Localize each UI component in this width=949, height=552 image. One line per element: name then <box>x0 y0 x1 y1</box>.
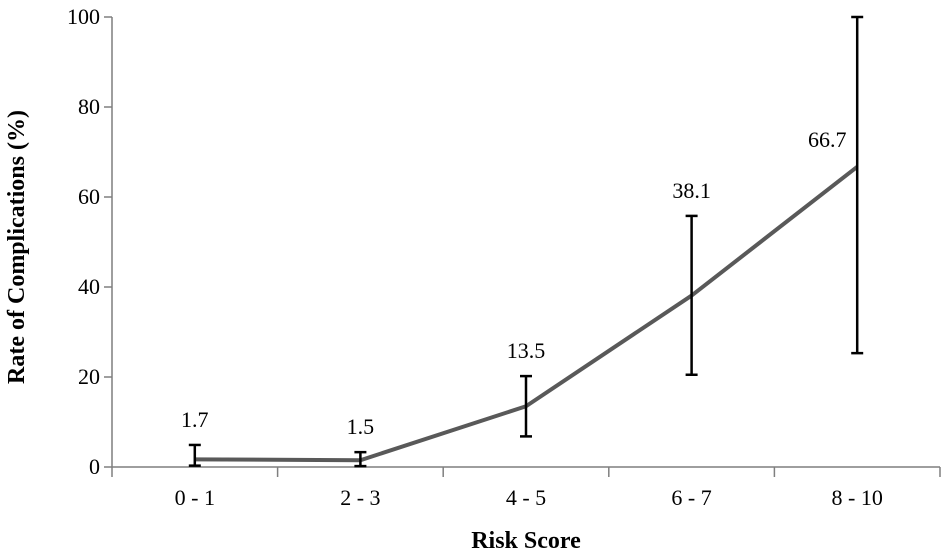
y-ticks: 0 20 40 60 80 100 <box>67 4 112 479</box>
error-bar <box>851 15 864 355</box>
y-tick-label: 20 <box>78 364 100 389</box>
error-bar <box>354 450 367 468</box>
x-tick-label: 4 - 5 <box>506 485 546 510</box>
error-bar <box>685 214 698 376</box>
x-axis-title: Risk Score <box>471 528 581 552</box>
x-tick-label: 6 - 7 <box>671 485 711 510</box>
x-tick-label: 2 - 3 <box>340 485 380 510</box>
y-tick-label: 0 <box>89 454 100 479</box>
y-tick-label: 80 <box>78 94 100 119</box>
y-axis-title: Rate of Complications (%) <box>4 110 30 384</box>
y-tick-label: 100 <box>67 4 100 29</box>
y-tick-label: 60 <box>78 184 100 209</box>
error-bars <box>188 15 864 468</box>
data-label: 13.5 <box>507 338 546 363</box>
x-tick-label: 0 - 1 <box>175 485 215 510</box>
x-tick-label: 8 - 10 <box>832 485 883 510</box>
axes <box>111 17 940 468</box>
error-bar <box>520 374 532 438</box>
data-label: 38.1 <box>672 178 711 203</box>
y-tick-label: 40 <box>78 274 100 299</box>
data-label: 1.7 <box>181 407 209 432</box>
data-labels: 1.7 1.5 13.5 38.1 66.7 <box>181 127 846 439</box>
data-label: 1.5 <box>347 414 375 439</box>
x-ticks: 0 - 1 2 - 3 4 - 5 6 - 7 8 - 10 <box>111 467 941 510</box>
data-label: 66.7 <box>808 127 847 152</box>
error-bar <box>188 443 201 467</box>
